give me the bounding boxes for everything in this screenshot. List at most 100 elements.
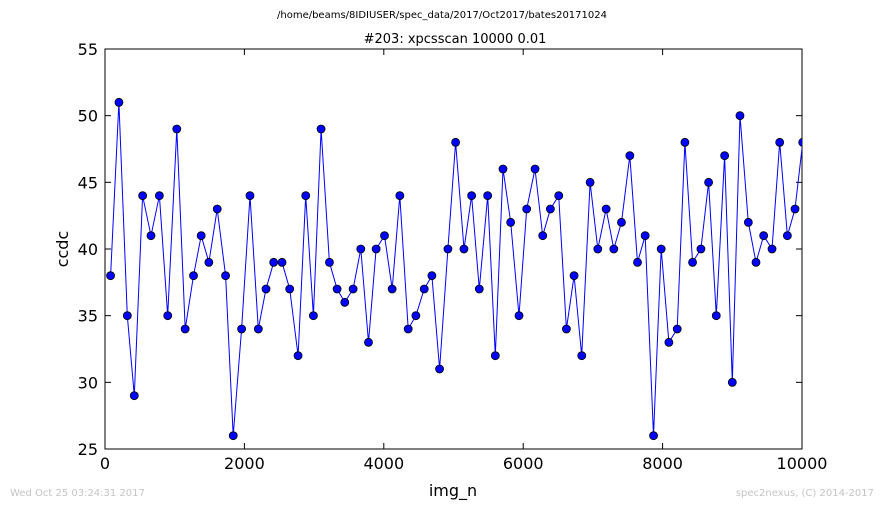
y-tick-label: 30 [78,373,98,392]
data-point [411,311,421,321]
data-point [609,244,619,254]
data-point [569,271,579,281]
data-point [364,337,373,347]
data-point [640,231,650,241]
data-point [530,164,540,174]
data-point [435,364,444,374]
data-point [562,324,571,334]
data-point [498,164,508,174]
data-point [277,257,287,267]
data-point [261,284,271,294]
data-point [798,137,802,147]
timestamp-footer: Wed Oct 25 03:24:31 2017 [10,488,145,499]
data-point [189,271,198,281]
data-point [514,311,524,321]
data-point [212,204,222,214]
data-point [672,324,682,334]
data-point [154,191,164,201]
data-point [664,337,674,347]
data-point [332,284,342,294]
data-path-text: /home/beams/8IDIUSER/spec_data/2017/Oct2… [277,10,607,21]
data-point [688,257,697,267]
data-point [704,177,714,187]
data-point [680,137,690,147]
data-point [245,191,255,201]
data-point [790,204,800,214]
data-point [751,257,761,267]
data-point [285,284,295,294]
x-tick-label: 6000 [503,454,544,473]
data-point [253,324,263,334]
data-point [293,351,303,361]
data-point [172,124,182,134]
data-point [483,191,493,201]
axis-ticks: 0 2000 4000 6000 8000 10000 25 30 35 40 45 50 55 [78,40,828,473]
data-point [490,351,500,361]
data-point [577,351,587,361]
y-tick-label: 50 [78,107,98,126]
y-tick-label: 45 [78,173,98,192]
data-point [656,244,666,254]
x-tick-label: 8000 [642,454,683,473]
x-tick-label: 0 [100,454,110,473]
data-point [204,257,214,267]
data-point [720,151,730,161]
data-point [585,177,595,187]
data-point [106,271,115,281]
data-point [782,231,792,241]
data-point [743,217,753,227]
data-point [122,311,132,321]
chart-title: #203: xpcsscan 10000 0.01 [364,32,547,47]
data-point [538,231,548,241]
data-point [443,244,453,254]
y-axis-label: ccdc [53,231,72,268]
data-point [163,311,173,321]
y-tick-label: 25 [78,440,98,459]
data-point [325,257,334,267]
data-point [735,111,745,121]
data-point [269,257,279,267]
data-point [371,244,381,254]
data-point [196,231,206,241]
data-point [767,244,777,254]
data-point [459,244,469,254]
x-axis-label: img_n [429,481,477,501]
y-tick-label: 40 [78,240,98,259]
data-point [221,271,230,281]
data-point [387,284,397,294]
data-point [467,191,477,201]
data-point [309,311,318,321]
y-tick-label: 35 [78,307,98,326]
data-point [633,257,642,267]
credit-footer: spec2nexus, (C) 2014-2017 [735,488,874,499]
data-point [427,271,437,281]
data-point [545,204,555,214]
data-point [129,391,139,401]
data-point [146,231,156,241]
x-tick-label: 2000 [224,454,265,473]
data-point [649,431,658,441]
data-point [356,244,366,254]
series-line [110,102,802,436]
data-point [451,137,460,147]
data-series [106,97,802,441]
data-point [474,284,484,294]
data-point [775,137,785,147]
data-point [759,231,769,241]
data-point [727,377,737,387]
data-point [180,324,190,334]
data-point [395,191,405,201]
data-point [301,191,311,201]
data-point [380,231,389,241]
data-point [138,191,148,201]
y-tick-label: 55 [78,40,98,59]
data-point [593,244,603,254]
data-point [237,324,247,334]
data-point [617,217,626,227]
data-point [711,311,721,321]
data-point [316,124,326,134]
data-point [228,431,238,441]
data-point [348,284,358,294]
data-point [506,217,516,227]
